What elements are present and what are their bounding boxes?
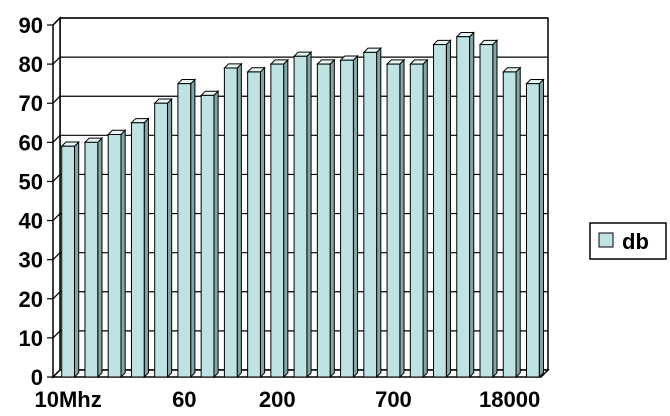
bar-front bbox=[502, 71, 517, 378]
bar bbox=[130, 117, 150, 379]
x-tick-label: 700 bbox=[375, 387, 412, 412]
y-tick-label: 0 bbox=[31, 365, 43, 390]
bar-front bbox=[293, 55, 308, 378]
bar bbox=[153, 97, 173, 379]
bar-side bbox=[422, 58, 428, 379]
bar-side bbox=[376, 46, 382, 379]
y-tick-label: 60 bbox=[19, 130, 43, 155]
bar bbox=[502, 66, 522, 379]
x-tick-label: 10Mhz bbox=[34, 387, 101, 412]
bar-side bbox=[143, 117, 149, 379]
bar-front bbox=[409, 63, 424, 378]
bar-side bbox=[306, 50, 312, 379]
bar-side bbox=[74, 140, 80, 379]
y-tick-label: 10 bbox=[19, 326, 43, 351]
bar-front bbox=[130, 122, 145, 378]
bar-front bbox=[340, 59, 354, 378]
y-tick-label: 50 bbox=[19, 169, 43, 194]
bar-side bbox=[469, 31, 475, 379]
y-tick-label: 80 bbox=[19, 52, 43, 77]
legend-label-db: db bbox=[622, 229, 649, 254]
bar-side bbox=[352, 54, 359, 379]
bar bbox=[199, 89, 220, 379]
bar bbox=[385, 58, 406, 379]
y-axis-labels: 0 10 20 30 40 50 60 70 80 90 bbox=[19, 13, 43, 390]
bar-front bbox=[316, 63, 331, 378]
bar-side bbox=[259, 66, 266, 379]
legend: db bbox=[589, 222, 667, 260]
bar-side bbox=[120, 129, 126, 379]
bar-side bbox=[399, 58, 405, 379]
bar-side bbox=[97, 136, 103, 379]
gridline-side bbox=[52, 213, 61, 221]
bar-front bbox=[386, 63, 401, 378]
gridline-side bbox=[52, 174, 61, 182]
bar-side bbox=[236, 62, 242, 379]
y-tick-label: 90 bbox=[19, 13, 43, 38]
y-tick-label: 30 bbox=[19, 248, 43, 273]
bar bbox=[269, 58, 290, 379]
bar-side bbox=[190, 78, 196, 379]
x-tick-label: 18000 bbox=[479, 387, 540, 412]
legend-swatch bbox=[598, 232, 614, 248]
x-axis-labels: 10Mhz 60 200 700 18000 bbox=[34, 387, 540, 412]
x-tick-label: 60 bbox=[172, 387, 196, 412]
bar-front bbox=[525, 83, 540, 378]
bar bbox=[339, 54, 359, 379]
bar-front bbox=[177, 83, 192, 378]
bar-side bbox=[166, 97, 173, 379]
bar-side bbox=[538, 78, 544, 379]
bar bbox=[83, 136, 104, 379]
bar-side bbox=[329, 58, 335, 379]
gridline-side bbox=[52, 252, 61, 261]
bar bbox=[362, 46, 383, 379]
y-tick-label: 40 bbox=[19, 209, 43, 234]
x-tick-label: 200 bbox=[259, 387, 296, 412]
bar-front bbox=[270, 63, 285, 378]
bar bbox=[292, 50, 313, 379]
bar bbox=[223, 62, 243, 379]
bar-front bbox=[84, 141, 99, 378]
bar bbox=[246, 66, 266, 379]
bar bbox=[525, 78, 545, 379]
bar-front bbox=[247, 71, 261, 378]
y-tick-label: 20 bbox=[19, 287, 43, 312]
gridline-side bbox=[52, 95, 61, 104]
bar bbox=[316, 58, 336, 379]
bar-front bbox=[200, 94, 215, 378]
plot-side-wall bbox=[52, 16, 61, 379]
bar bbox=[176, 78, 197, 379]
bar bbox=[432, 39, 452, 379]
bar-side bbox=[492, 39, 498, 379]
gridline-side bbox=[52, 291, 61, 300]
bar bbox=[409, 58, 429, 379]
gridline-side bbox=[52, 17, 61, 26]
bar bbox=[60, 140, 80, 379]
bar-front bbox=[154, 102, 168, 378]
bar-side bbox=[283, 58, 289, 379]
bar-front bbox=[107, 134, 122, 378]
bar-front bbox=[61, 145, 76, 378]
bar-side bbox=[445, 39, 452, 379]
bar-front bbox=[456, 36, 471, 378]
bar-front bbox=[479, 44, 494, 378]
y-tick-label: 70 bbox=[19, 91, 43, 116]
bar bbox=[455, 31, 475, 379]
gridline-side bbox=[52, 134, 61, 143]
bar-front bbox=[223, 67, 238, 378]
bar bbox=[478, 39, 499, 379]
bar-series-db bbox=[60, 31, 545, 379]
bar-front bbox=[433, 44, 447, 378]
gridline-side bbox=[52, 56, 61, 65]
bar-side bbox=[213, 89, 219, 379]
bar bbox=[106, 129, 127, 379]
bar-side bbox=[515, 66, 521, 379]
gridline-side bbox=[52, 330, 61, 339]
bar-front bbox=[363, 51, 378, 378]
